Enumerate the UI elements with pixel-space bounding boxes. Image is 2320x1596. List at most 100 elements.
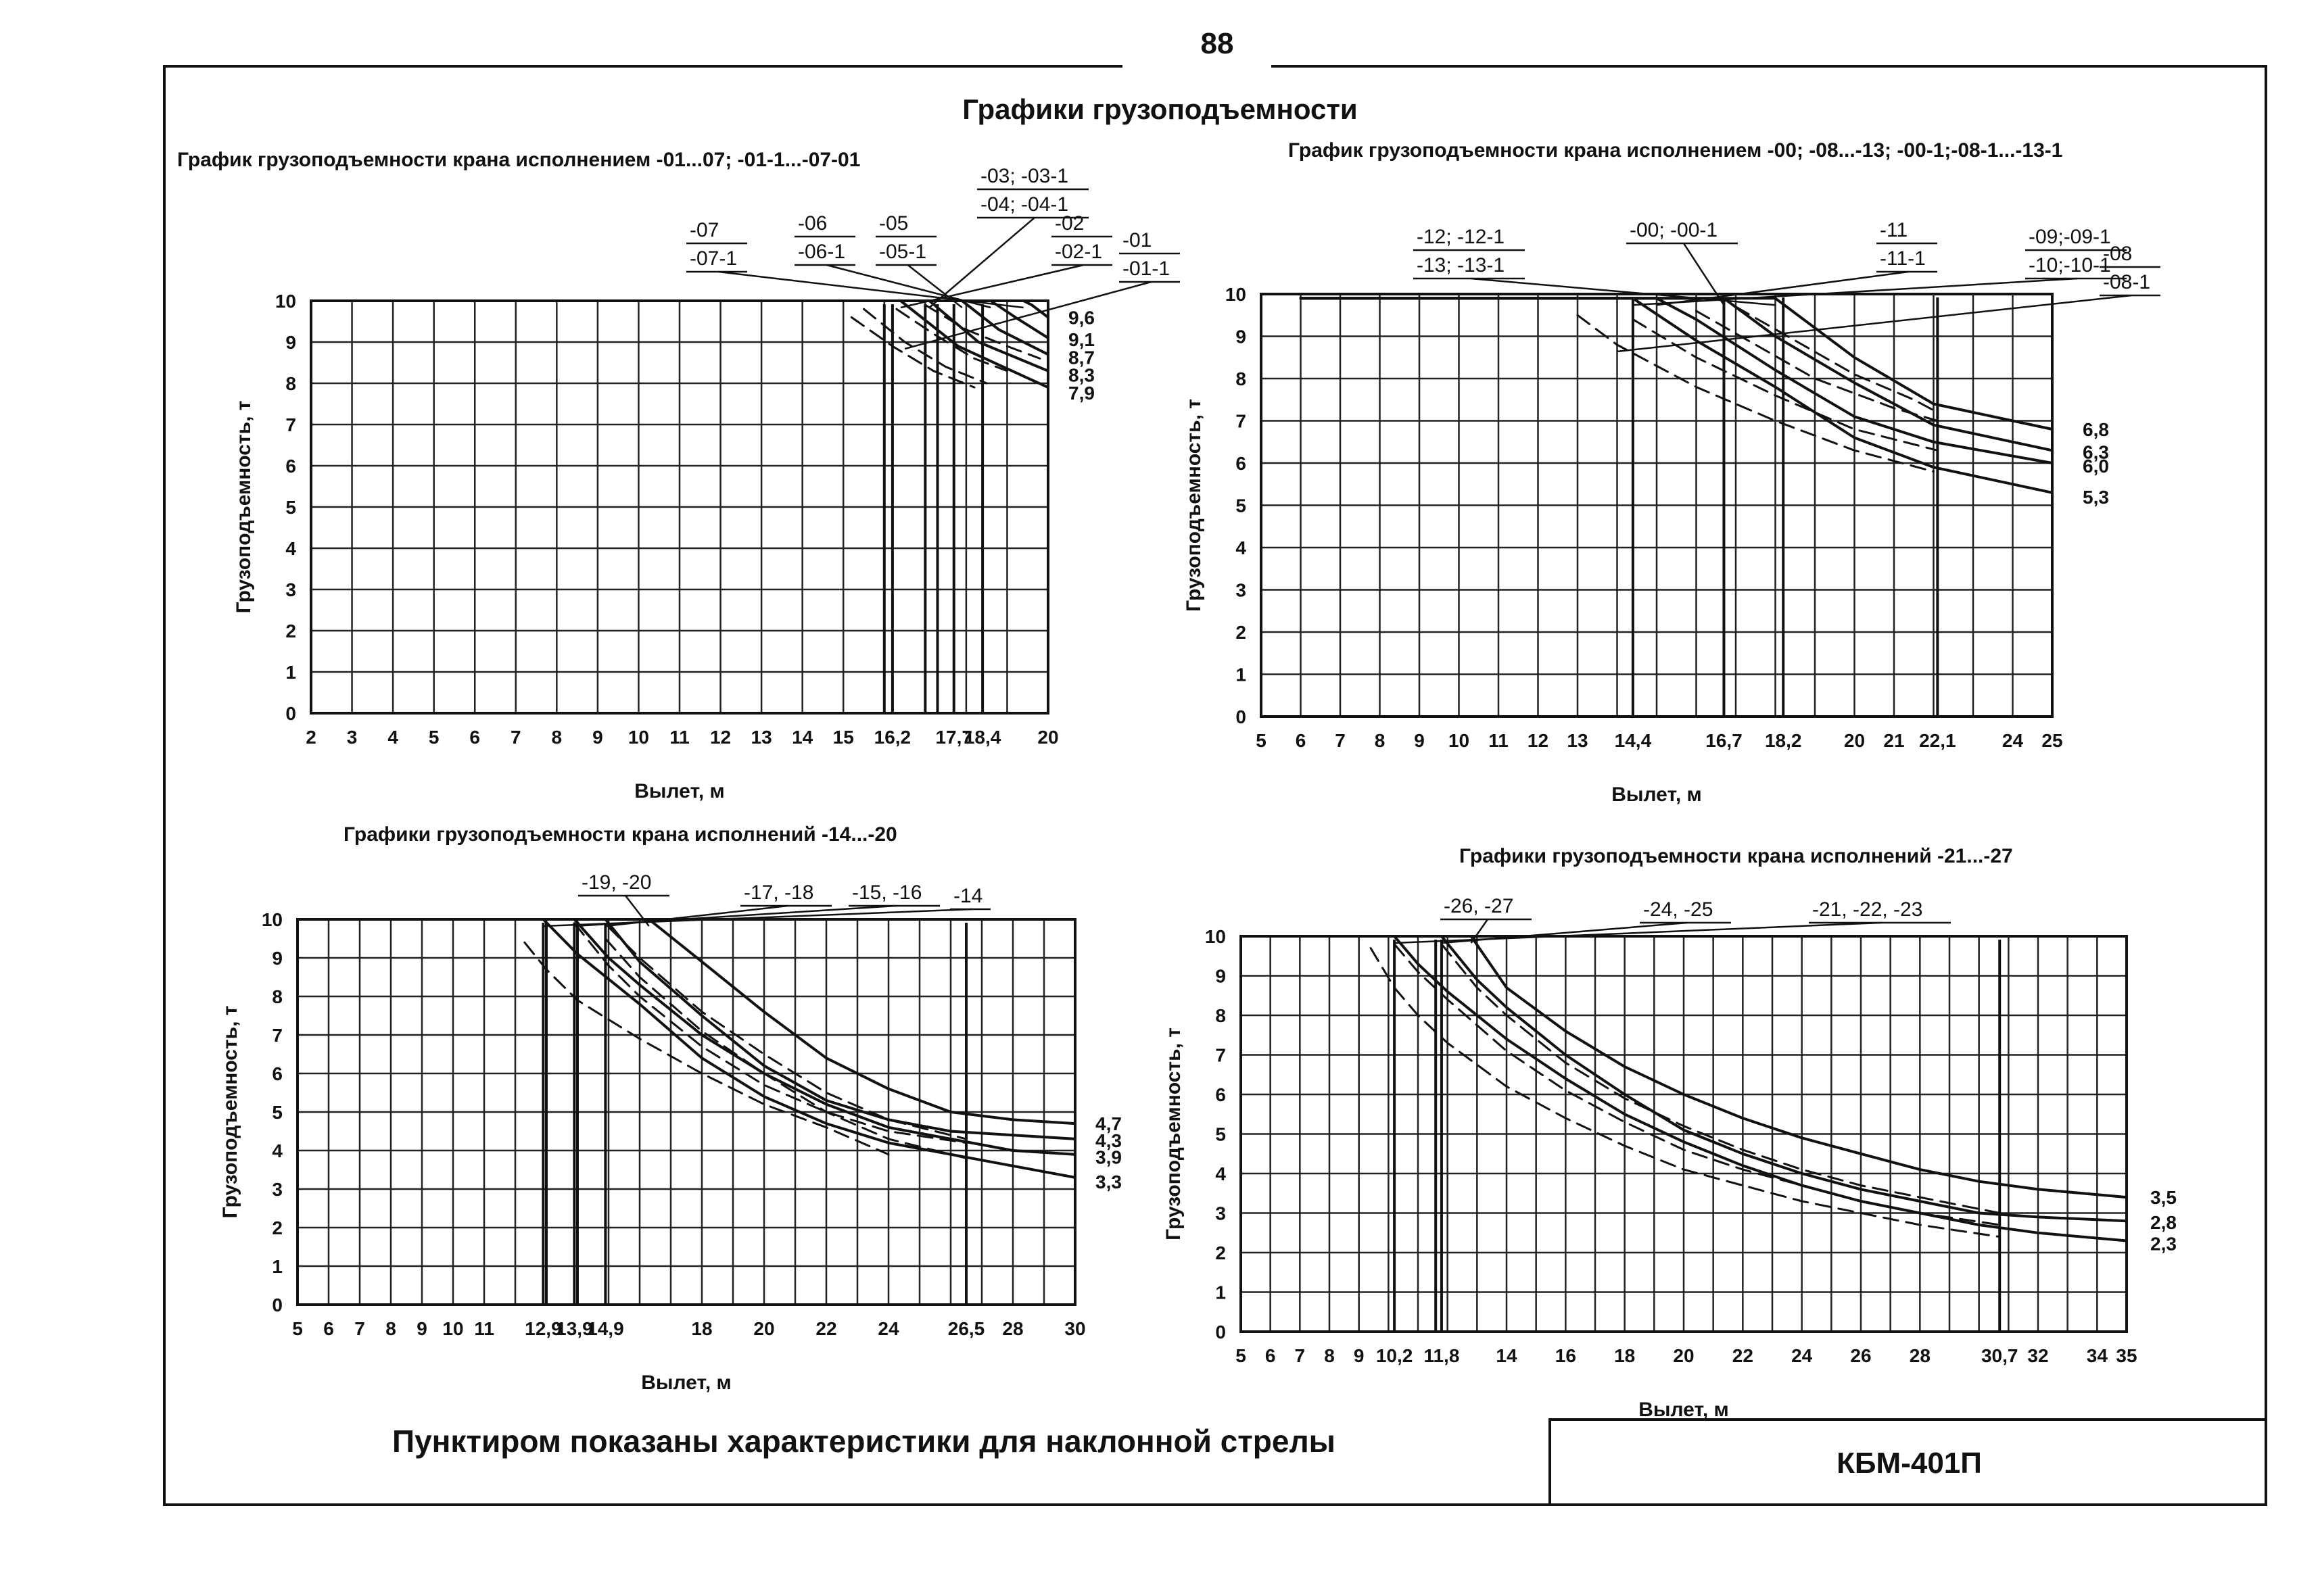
- chart1-title: График грузоподъемности крана исполнение…: [177, 149, 861, 171]
- x-tick-label: 14,9: [587, 1318, 624, 1339]
- y-tick-label: 4: [272, 1140, 283, 1161]
- y-tick-label: 0: [272, 1295, 283, 1315]
- capacity-curve: [1299, 297, 2054, 452]
- legend-label: -12; -12-1: [1417, 226, 1505, 248]
- legend-leader: [1682, 243, 1725, 306]
- capacity-curve: [327, 918, 1076, 1140]
- page-number: 88: [1200, 27, 1234, 60]
- legend-label: -05-1: [879, 241, 926, 263]
- x-tick-label: 11: [669, 727, 690, 748]
- x-tick-label: 9: [1414, 730, 1425, 751]
- y-tick-label: 1: [1235, 664, 1246, 685]
- y-tick-label: 8: [1235, 368, 1246, 389]
- x-tick-label: 24: [878, 1318, 899, 1339]
- x-tick-label: 6: [1296, 730, 1306, 751]
- end-value-label: 5,3: [2083, 487, 2109, 508]
- plot-frame: [1239, 935, 2128, 1333]
- x-tick-label: 7: [1295, 1345, 1306, 1366]
- capacity-curve-dashed: [523, 941, 890, 1156]
- x-tick-label: 25: [2041, 730, 2062, 751]
- legend-label: -26, -27: [1444, 895, 1513, 917]
- legend-label: -06: [798, 212, 827, 235]
- x-tick-label: 17,7: [935, 727, 972, 748]
- x-tick-label: 32: [2027, 1345, 2048, 1366]
- x-tick-label: 22: [1732, 1345, 1753, 1366]
- x-tick-label: 8: [1375, 730, 1386, 751]
- y-tick-label: 9: [272, 948, 283, 969]
- y-tick-label: 7: [272, 1025, 283, 1046]
- x-tick-label: 12,9: [525, 1318, 562, 1339]
- legend-leader: [543, 908, 972, 927]
- x-tick-label: 18: [691, 1318, 712, 1339]
- legend-leader: [928, 217, 1035, 308]
- x-tick-label: 5: [1235, 1345, 1246, 1366]
- y-tick-label: 7: [285, 414, 296, 435]
- legend-label: -08-1: [2103, 271, 2150, 293]
- legend-leader: [1617, 294, 2132, 353]
- x-tick-label: 11,8: [1423, 1345, 1459, 1366]
- end-value-label: 9,1: [1068, 329, 1095, 350]
- legend-label: -13; -13-1: [1417, 254, 1505, 276]
- x-tick-label: 34: [2087, 1345, 2108, 1366]
- x-tick-label: 24: [2002, 730, 2024, 751]
- x-tick-label: 16,2: [874, 727, 912, 748]
- end-value-label: 2,3: [2150, 1233, 2177, 1254]
- legend-label: -00; -00-1: [1630, 219, 1718, 241]
- end-value-label: 2,8: [2150, 1212, 2177, 1233]
- y-tick-label: 8: [285, 373, 296, 394]
- x-tick-label: 15: [833, 727, 854, 748]
- x-tick-label: 10: [442, 1318, 463, 1339]
- legend-label: -08: [2103, 243, 2132, 265]
- y-tick-label: 0: [1215, 1322, 1226, 1343]
- y-tick-label: 8: [1215, 1005, 1226, 1026]
- legend-leader: [907, 264, 963, 308]
- x-tick-label: 10,2: [1376, 1345, 1413, 1366]
- x-tick-label: 18: [1614, 1345, 1635, 1366]
- y-tick-label: 4: [285, 538, 296, 559]
- capacity-curve-dashed: [1393, 943, 2001, 1226]
- x-tick-label: 30: [1064, 1318, 1085, 1339]
- x-tick-label: 18,4: [964, 727, 1001, 748]
- chart-2: 5 6 7 8 9 10 11 12 13 14,4 16,7 18,2 20 21 22,1 24 25012…: [1183, 219, 2160, 806]
- end-value-label: 4,3: [1095, 1130, 1122, 1151]
- x-tick-label: 20: [1037, 727, 1058, 748]
- y-axis-label: Грузоподъемность, т: [219, 1006, 241, 1219]
- frame-gap: [1122, 58, 1271, 72]
- y-axis-label: Грузоподъемность, т: [233, 401, 255, 614]
- capacity-curve: [1269, 935, 2128, 1242]
- y-tick-label: 7: [1235, 411, 1246, 432]
- x-axis-label: Вылет, м: [641, 1372, 732, 1394]
- end-value-label: 6,8: [2083, 419, 2109, 440]
- capacity-curve-dashed: [895, 308, 1008, 372]
- chart-1: 2 3 4 5 6 7 8 9 10 11 12 13 14 15 16,2 17,718,4 20012345…: [233, 165, 1180, 802]
- x-tick-label: 10: [1448, 730, 1469, 751]
- y-tick-label: 10: [262, 909, 283, 930]
- x-tick-label: 13: [1567, 730, 1588, 751]
- legend-label: -09;-09-1: [2029, 226, 2111, 248]
- y-tick-label: 6: [1215, 1084, 1226, 1105]
- x-tick-label: 7: [511, 727, 521, 748]
- end-value-label: 8,3: [1068, 365, 1095, 386]
- legend-label: -02: [1055, 212, 1084, 235]
- end-value-label: 8,7: [1068, 347, 1095, 368]
- legend-leader: [1394, 921, 1882, 944]
- capacity-curve-dashed: [924, 304, 1041, 360]
- x-tick-label: 5: [292, 1318, 303, 1339]
- legend-label: -14: [953, 885, 983, 907]
- capacity-curve: [1299, 297, 2054, 464]
- capacity-curve-dashed: [1576, 314, 1935, 473]
- x-tick-label: 5: [429, 727, 440, 748]
- x-tick-label: 6: [469, 727, 480, 748]
- legend-label: -02-1: [1055, 241, 1102, 263]
- x-tick-label: 3: [347, 727, 358, 748]
- y-tick-label: 7: [1215, 1045, 1226, 1066]
- capacity-curve: [327, 918, 1076, 1126]
- legend-label: -10;-10-1: [2029, 254, 2111, 276]
- y-tick-label: 3: [1235, 580, 1246, 601]
- capacity-curve-dashed: [1734, 306, 1939, 414]
- legend-label: -24, -25: [1643, 898, 1713, 921]
- legend-label: -07-1: [690, 247, 737, 270]
- x-tick-label: 8: [385, 1318, 396, 1339]
- capacity-curve-dashed: [863, 308, 988, 385]
- legend-label: -19, -20: [582, 871, 651, 894]
